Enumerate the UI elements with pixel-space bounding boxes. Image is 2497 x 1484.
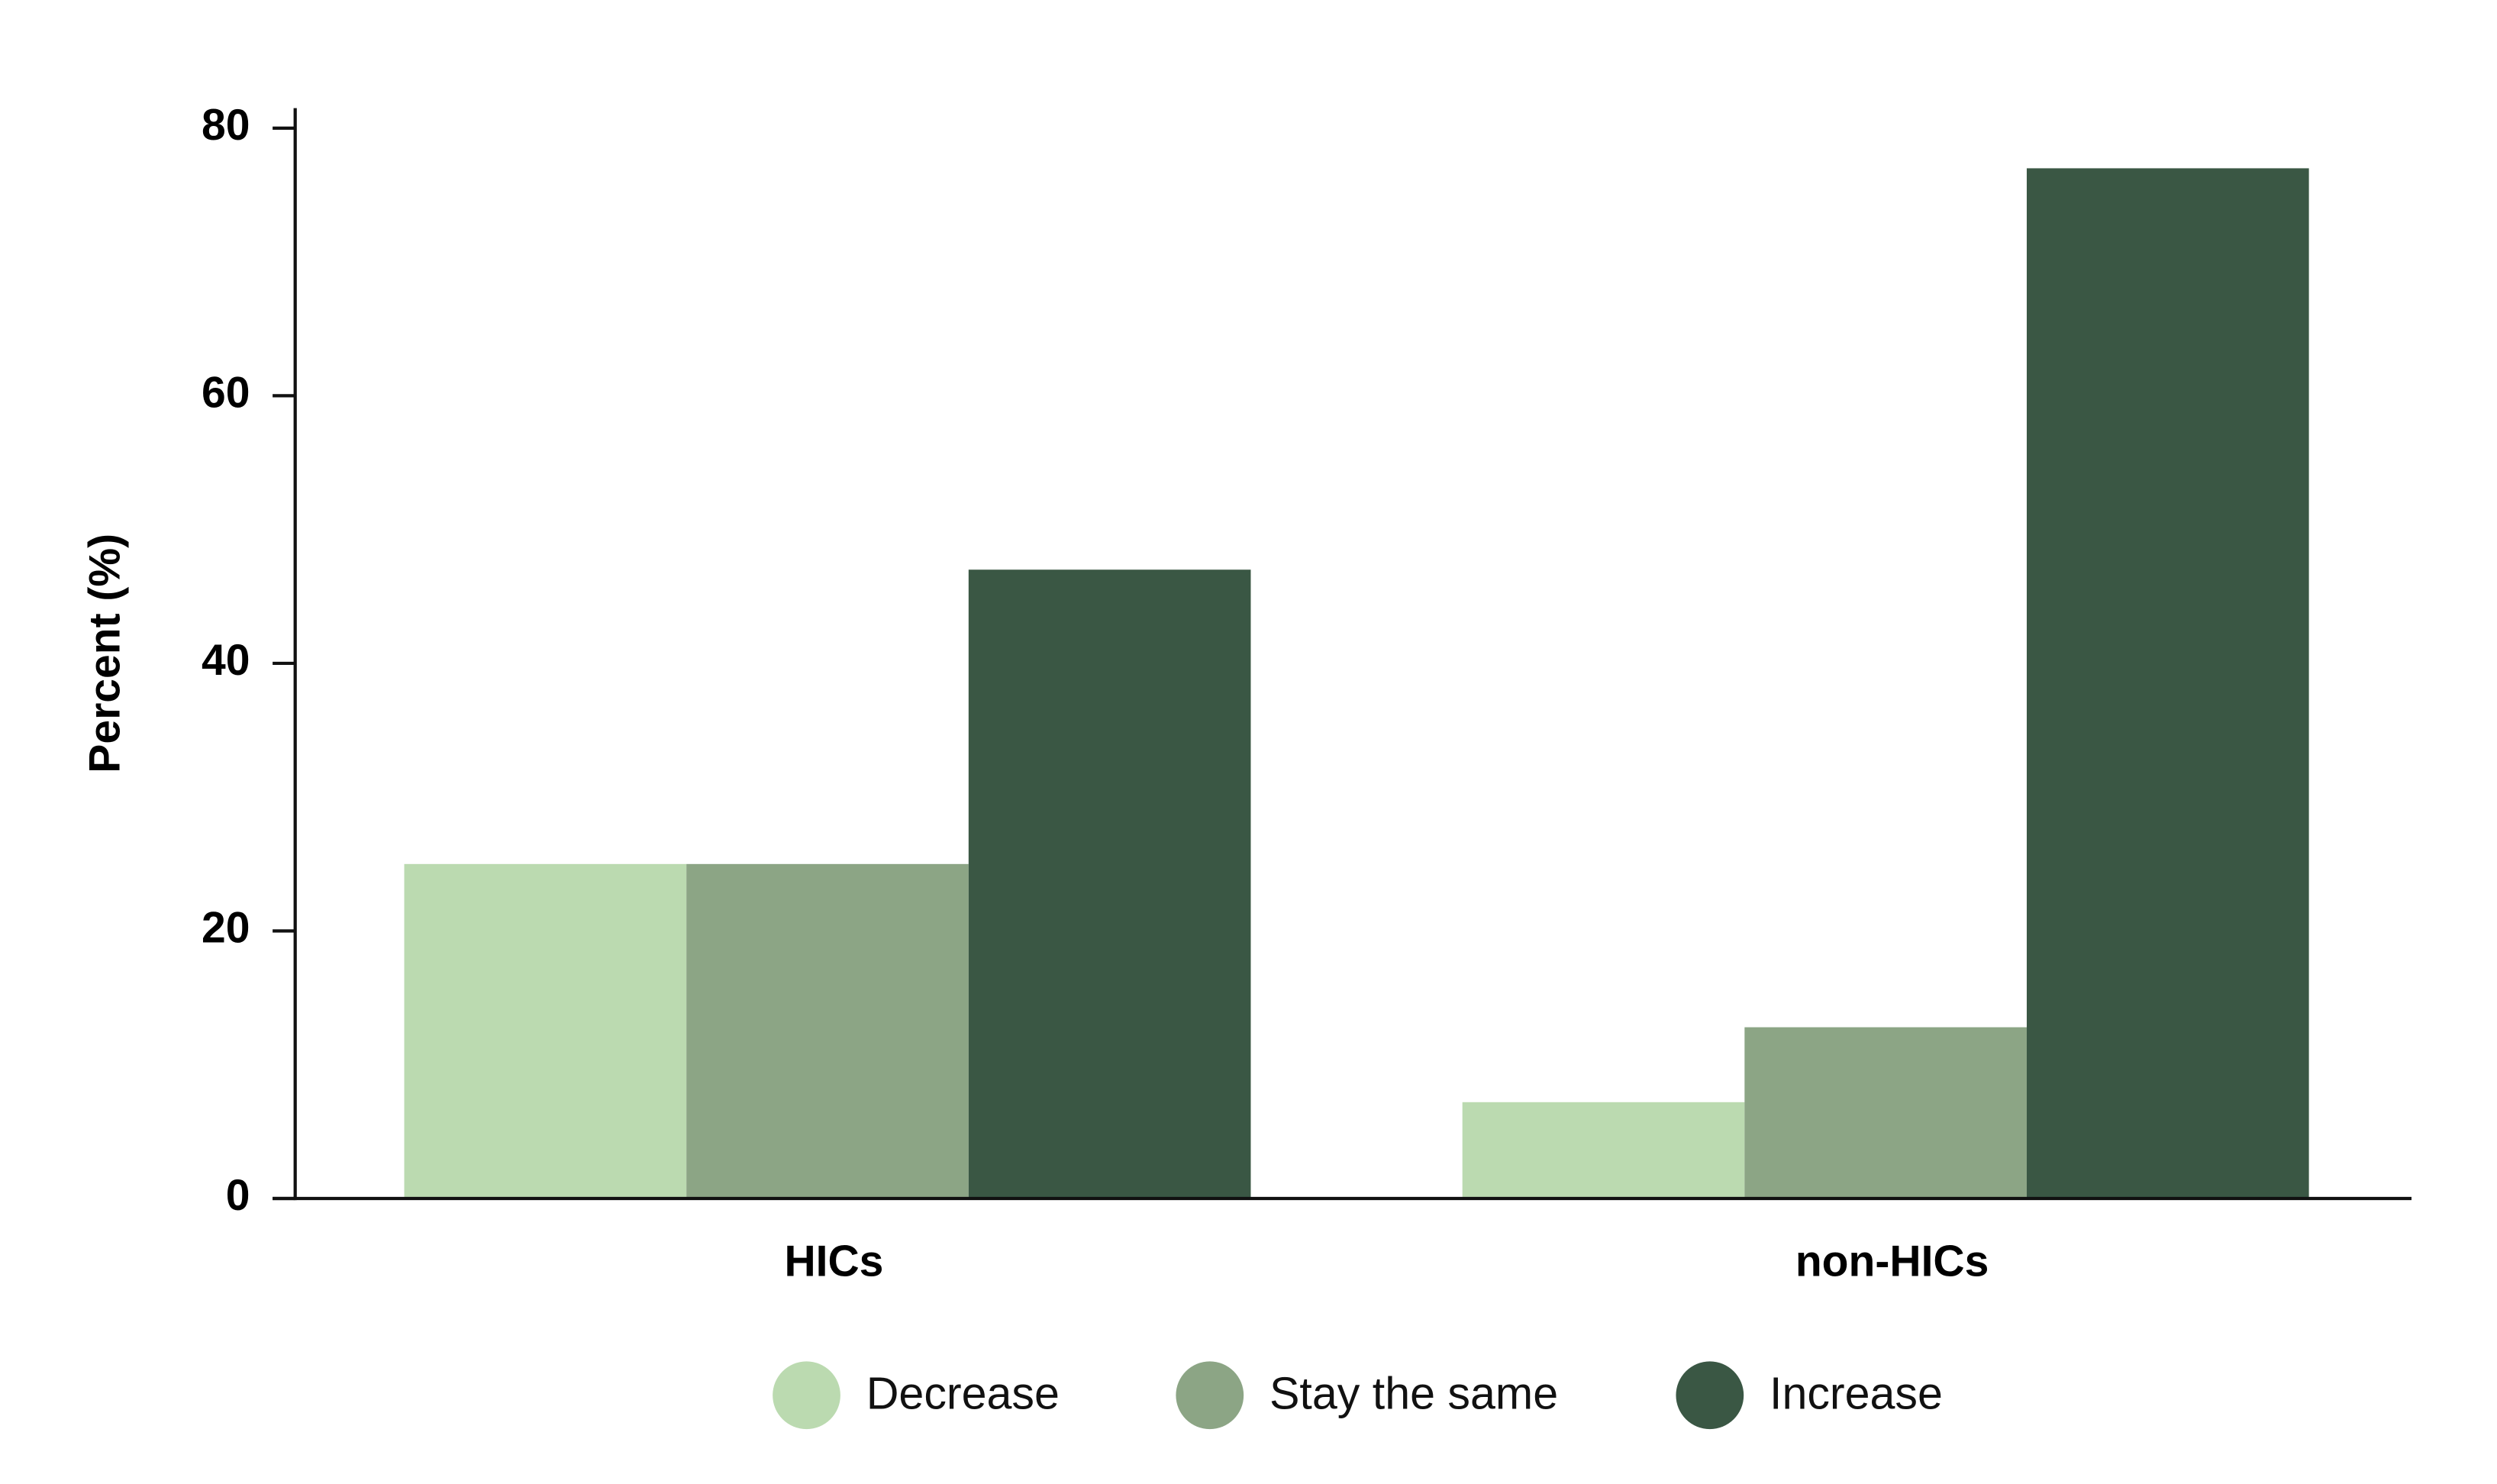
legend-swatch bbox=[1176, 1361, 1244, 1430]
bar bbox=[1462, 1102, 1745, 1198]
bar bbox=[686, 863, 969, 1198]
y-tick-label: 20 bbox=[202, 904, 250, 953]
bar bbox=[2026, 168, 2309, 1198]
y-tick-label: 0 bbox=[226, 1171, 250, 1220]
legend-label: Decrease bbox=[866, 1368, 1060, 1419]
bar bbox=[1744, 1027, 2027, 1198]
y-tick-label: 80 bbox=[202, 101, 250, 150]
y-axis-label: Percent (%) bbox=[81, 534, 130, 773]
legend-swatch bbox=[773, 1361, 840, 1430]
legend-swatch bbox=[1676, 1361, 1744, 1430]
bar bbox=[404, 863, 687, 1198]
x-tick-label: HICs bbox=[784, 1237, 883, 1286]
y-tick-label: 40 bbox=[202, 636, 250, 685]
bar bbox=[968, 569, 1251, 1198]
x-tick-label: non-HICs bbox=[1795, 1237, 1989, 1286]
legend-label: Stay the same bbox=[1269, 1368, 1558, 1419]
legend-label: Increase bbox=[1770, 1368, 1943, 1419]
y-tick-label: 60 bbox=[202, 368, 250, 417]
